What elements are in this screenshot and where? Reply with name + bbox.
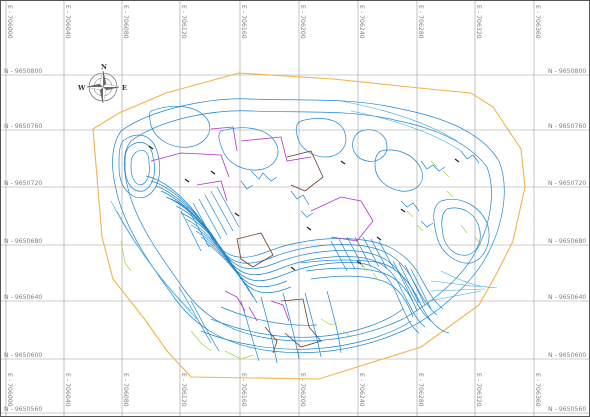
easting-labels-top: E - 706000 E - 706040 E - 706080 E - 706120… [6, 5, 541, 39]
north-arrow-label-w: W [77, 84, 86, 92]
easting-label-bottom-6: E - 706240 [358, 373, 365, 407]
northing-label-right-5: N - 9650600 [548, 352, 586, 359]
northing-label-left-2: N - 9650720 [4, 180, 42, 187]
easting-label-top-1: E - 706040 [64, 5, 71, 39]
easting-label-top-3: E - 706120 [180, 5, 187, 39]
easting-label-bottom-9: E - 706360 [534, 373, 541, 407]
northing-label-left-0: N - 9650800 [4, 68, 42, 75]
contour-lines [112, 98, 505, 364]
grid-horizontal-lines [1, 74, 589, 414]
easting-label-bottom-5: E - 706200 [299, 373, 306, 407]
northing-labels-left: N - 9650800 N - 9650760 N - 9650720 N - 965… [4, 68, 42, 413]
northing-label-right-1: N - 9650760 [548, 123, 586, 130]
easting-label-bottom-7: E - 706280 [417, 373, 424, 407]
north-arrow-label-e: E [122, 84, 127, 92]
grid-vertical-lines [5, 1, 535, 416]
easting-label-bottom-8: E - 706320 [475, 373, 482, 407]
easting-label-bottom-3: E - 706120 [180, 373, 187, 407]
northing-label-left-6: N - 9650560 [4, 406, 42, 413]
northing-labels-right: N - 9650800 N - 9650760 N - 9650720 N - 965… [548, 68, 586, 413]
survey-boundary [92, 72, 526, 380]
northing-label-left-3: N - 9650680 [4, 238, 42, 245]
northing-label-left-5: N - 9650600 [4, 352, 42, 359]
easting-label-top-8: E - 706320 [475, 5, 482, 39]
building-plots [236, 150, 324, 354]
easting-label-top-7: E - 706280 [417, 5, 424, 39]
property-plots [150, 126, 374, 322]
northing-label-left-1: N - 9650760 [4, 123, 42, 130]
northing-label-right-4: N - 9650640 [548, 294, 586, 301]
easting-label-bottom-1: E - 706040 [64, 373, 71, 407]
easting-label-top-2: E - 706080 [122, 5, 129, 39]
northing-label-right-2: N - 9650720 [548, 180, 586, 187]
northing-label-left-4: N - 9650640 [4, 294, 42, 301]
northing-label-right-3: N - 9650680 [548, 238, 586, 245]
survey-marks [148, 145, 460, 271]
contour-lines-cyan [110, 100, 498, 320]
easting-label-bottom-4: E - 706160 [240, 373, 247, 407]
easting-label-top-5: E - 706200 [299, 5, 306, 39]
north-arrow-label-n: N [101, 63, 107, 71]
easting-label-bottom-2: E - 706080 [122, 373, 129, 407]
easting-label-top-9: E - 706360 [534, 5, 541, 39]
easting-label-top-6: E - 706240 [358, 5, 365, 39]
northing-label-right-6: N - 9650560 [548, 406, 586, 413]
northing-label-right-0: N - 9650800 [548, 68, 586, 75]
easting-label-bottom-0: E - 706000 [6, 373, 13, 407]
contour-lines-green [120, 160, 482, 360]
easting-label-top-0: E - 706000 [6, 5, 13, 39]
easting-label-top-4: E - 706160 [240, 5, 247, 39]
north-arrow: N W E [77, 63, 127, 104]
easting-labels-bottom: E - 706000 E - 706040 E - 706080 E - 706120… [6, 373, 541, 407]
